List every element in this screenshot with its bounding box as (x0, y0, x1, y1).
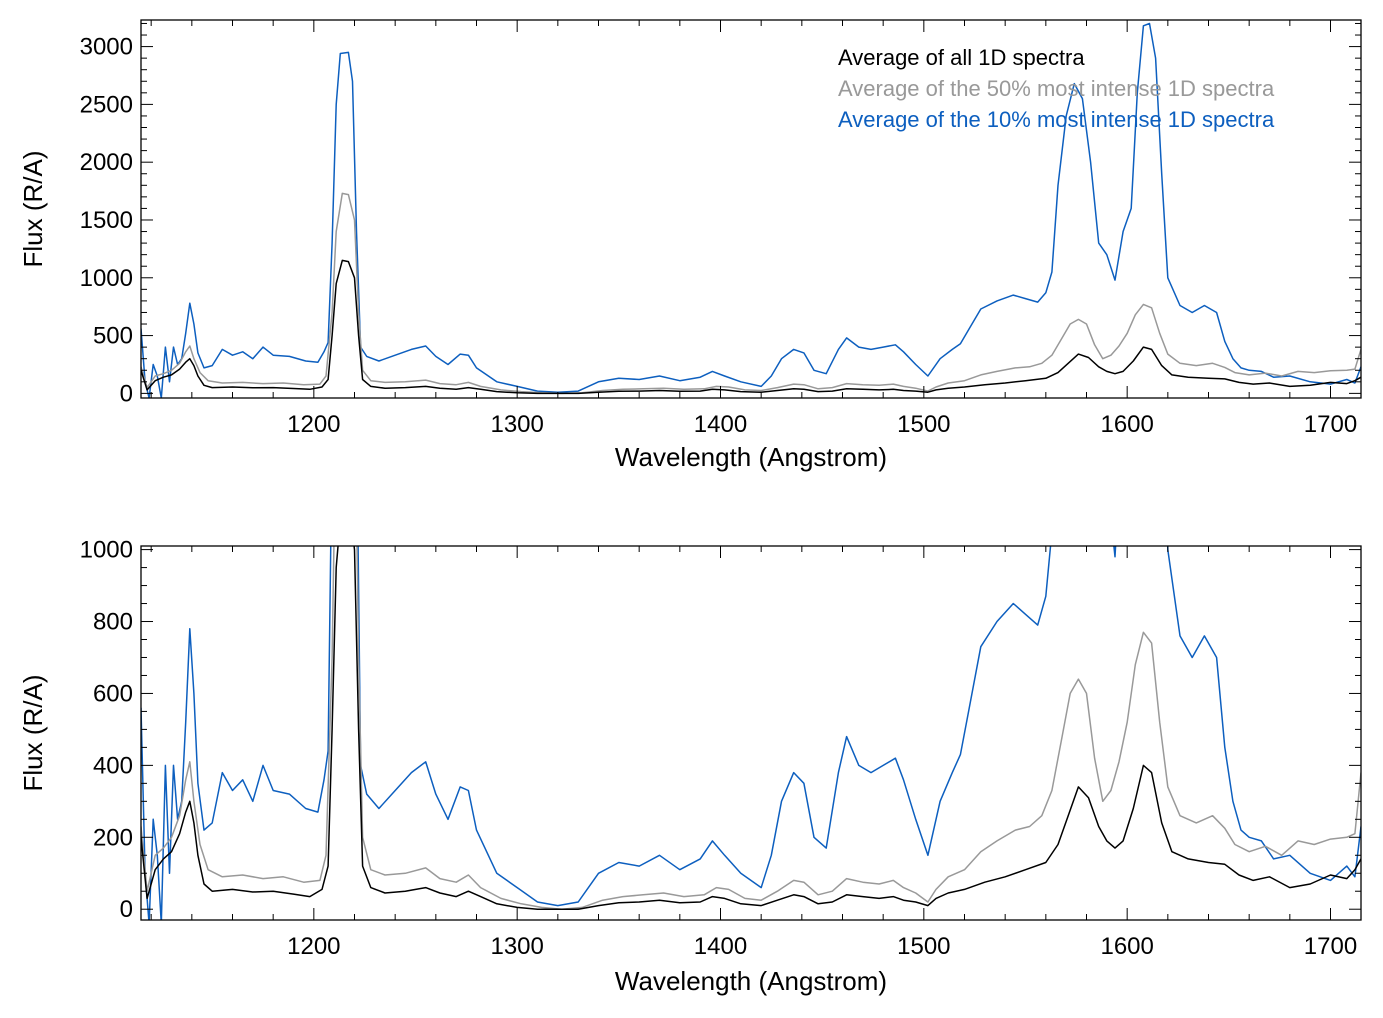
bottom-y-tick-label: 600 (93, 680, 133, 707)
legend: Average of all 1D spectra Average of the… (838, 45, 1275, 132)
bottom-x-tick-label: 1300 (490, 933, 543, 960)
top-panel-frame (140, 19, 1362, 399)
top-y-tick-label: 1500 (80, 207, 133, 234)
top-x-tick-label: 1400 (694, 411, 747, 438)
top-x-tick-label: 1600 (1100, 411, 1153, 438)
top-y-axis-label: Flux (R/A) (18, 151, 48, 268)
top-x-tick-label: 1300 (490, 411, 543, 438)
bottom-x-tick-label: 1200 (287, 933, 340, 960)
top-x-axis-label: Wavelength (Angstrom) (615, 442, 887, 472)
bottom-series-top10 (141, 546, 1361, 920)
top-series-all (141, 259, 1361, 395)
top-x-tick-label: 1500 (897, 411, 950, 438)
legend-entry-all: Average of all 1D spectra (838, 45, 1085, 70)
bottom-y-tick-label: 800 (93, 609, 133, 636)
top-series-top50 (141, 192, 1361, 395)
bottom-panel-frame (140, 545, 1362, 921)
top-x-tick-label: 1700 (1304, 411, 1357, 438)
bottom-panel: 1200 1300 1400 1500 1600 1700 0 200 400 600 800 100… (18, 537, 1362, 996)
bottom-y-tick-label: 1000 (80, 537, 133, 564)
bottom-x-tick-label: 1700 (1304, 933, 1357, 960)
top-series-top10 (141, 22, 1361, 398)
top-y-tick-label: 0 (120, 380, 133, 407)
top-y-tick-label: 1000 (80, 265, 133, 292)
bottom-series-all (141, 546, 1361, 910)
bottom-x-tick-label: 1600 (1100, 933, 1153, 960)
bottom-x-tick-label: 1400 (694, 933, 747, 960)
bottom-y-tick-label: 0 (120, 896, 133, 923)
bottom-y-axis-label: Flux (R/A) (18, 675, 48, 792)
bottom-y-tick-label: 400 (93, 752, 133, 779)
bottom-x-axis-label: Wavelength (Angstrom) (615, 966, 887, 996)
bottom-y-tick-label: 200 (93, 824, 133, 851)
top-x-tick-label: 1200 (287, 411, 340, 438)
top-y-tick-label: 500 (93, 323, 133, 350)
top-panel: 1200 1300 1400 1500 1600 1700 0 500 1000 1500 2000… (18, 19, 1362, 472)
top-y-tick-label: 2000 (80, 149, 133, 176)
bottom-series-top50 (141, 546, 1361, 910)
legend-entry-top50: Average of the 50% most intense 1D spect… (838, 76, 1275, 101)
bottom-x-tick-label: 1500 (897, 933, 950, 960)
top-y-tick-label: 2500 (80, 91, 133, 118)
top-y-tick-label: 3000 (80, 34, 133, 61)
legend-entry-top10: Average of the 10% most intense 1D spect… (838, 107, 1275, 132)
